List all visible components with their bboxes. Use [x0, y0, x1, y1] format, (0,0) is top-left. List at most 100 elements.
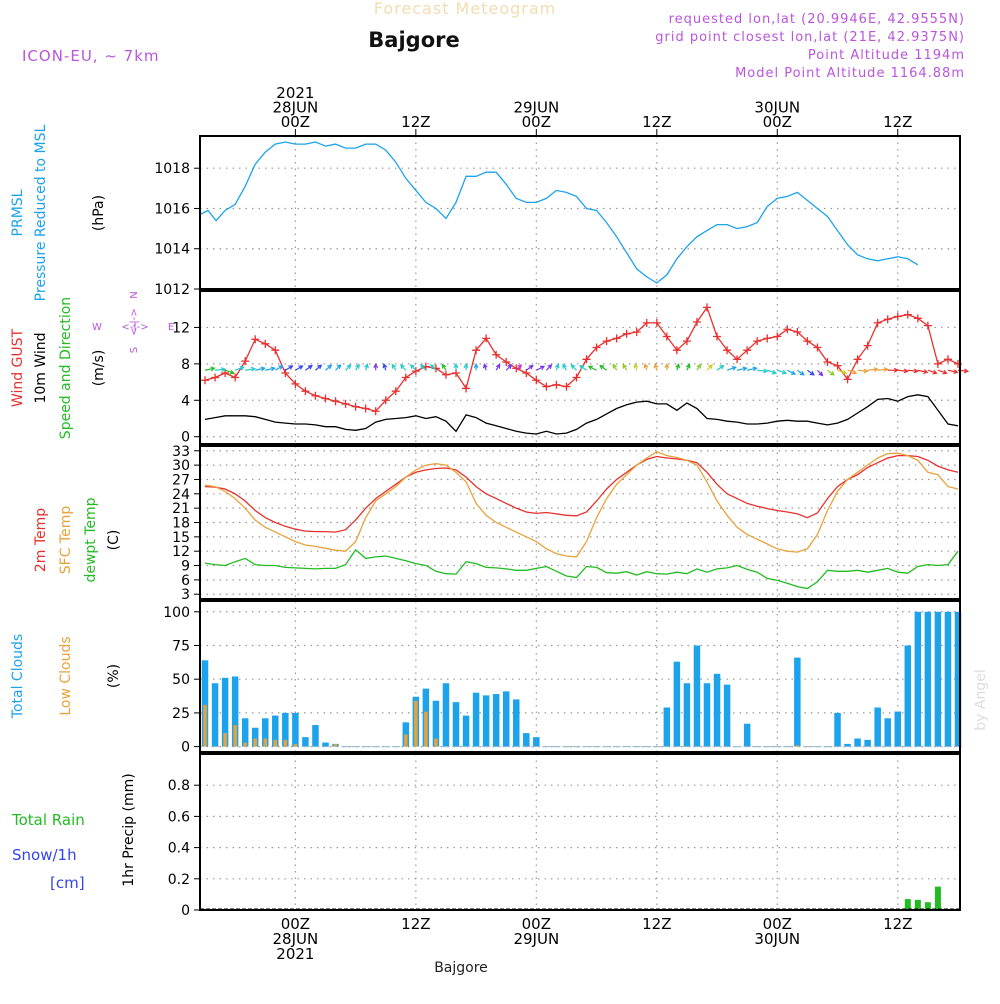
gust-point — [482, 334, 491, 343]
wind-arrow — [525, 364, 534, 371]
y-tick-label: 1016 — [154, 201, 190, 217]
gust-point — [552, 380, 561, 389]
wind-arrow — [587, 365, 597, 371]
gust-point — [532, 376, 541, 385]
gust-point — [251, 335, 260, 344]
gust-point — [211, 373, 220, 382]
gust-point — [411, 367, 420, 376]
wind-arrow — [399, 364, 407, 371]
total-cloud-bar — [512, 699, 520, 747]
gust-point — [421, 362, 430, 371]
total-cloud-bar — [834, 712, 841, 747]
y-tick-label: 30 — [172, 458, 190, 474]
gust-point — [672, 346, 681, 355]
gust-point — [622, 329, 631, 338]
requested-coords: requested lon,lat (20.9946E, 42.9555N) — [669, 12, 965, 27]
wind-arrow — [643, 363, 649, 371]
wind-arrow — [747, 366, 758, 372]
gust-point — [723, 346, 732, 355]
gust-point — [572, 373, 581, 382]
wind-arrow — [453, 362, 459, 371]
wind-arrow — [897, 368, 909, 374]
gust-point — [301, 387, 310, 396]
y-tick-label: 75 — [172, 638, 190, 654]
total-cloud-bar — [924, 611, 932, 747]
time-label-top: 12Z — [642, 113, 671, 131]
rain-bar — [904, 899, 911, 910]
wind-arrow — [255, 366, 266, 372]
wind-arrow — [430, 364, 437, 371]
gust-point — [331, 397, 340, 406]
wind-arrow — [937, 369, 948, 375]
label-speed-direction: Speed and Direction — [58, 297, 74, 439]
time-label-bottom: 12Z — [642, 915, 671, 933]
gust-point — [913, 314, 922, 323]
time-label-bottom: 00Z — [763, 915, 792, 933]
wind-arrow — [562, 363, 567, 371]
panel-4: 0 25 50 75 100 — [163, 600, 962, 756]
wind-arrow — [345, 364, 352, 371]
y-tick-label: 100 — [163, 605, 190, 621]
wind-arrow — [777, 369, 788, 375]
total-cloud-bar — [693, 645, 701, 747]
low-cloud-bar — [424, 711, 428, 747]
total-cloud-bar — [241, 718, 249, 747]
y-tick-label: 8 — [181, 357, 190, 373]
gust-point — [502, 358, 511, 367]
label-prmsl: PRMSL — [10, 189, 26, 236]
wind-arrow — [726, 365, 737, 371]
low-cloud-bar — [293, 743, 298, 747]
gust-point — [381, 396, 390, 405]
wind-arrow — [867, 367, 879, 372]
label-percent: (%) — [106, 664, 122, 688]
wind-arrow — [373, 362, 379, 371]
total-cloud-bar — [322, 742, 329, 747]
gust-point — [652, 318, 661, 327]
low-cloud-bar — [203, 704, 207, 747]
panel-5: 0 0.2 0.4 0.6 0.8 — [168, 753, 961, 919]
gust-point — [341, 399, 350, 408]
low-cloud-bar — [795, 745, 800, 747]
total-cloud-bar — [874, 707, 881, 747]
gust-point — [813, 343, 822, 352]
label-dewpt-temp: dewpt Temp — [83, 497, 99, 582]
wind-arrow — [675, 363, 681, 371]
time-label-top: 29JUN — [513, 99, 559, 117]
time-label-top: 00Z — [763, 113, 792, 131]
total-cloud-bar — [221, 677, 229, 747]
wind-arrow — [364, 363, 369, 371]
panel-1: 1012 1014 1016 1018 — [154, 135, 961, 298]
chart-titles: Forecast Meteogram Bajgore ICON-EU, ~ 7k… — [22, 0, 989, 976]
wind-arrow — [473, 362, 479, 371]
series-line-dewpt-temp — [204, 548, 959, 590]
low-cloud-bar — [263, 738, 268, 747]
y-tick-label: 24 — [172, 487, 190, 503]
total-cloud-bar — [743, 723, 751, 747]
total-cloud-bar — [442, 683, 450, 747]
wind-arrow — [391, 363, 397, 371]
total-cloud-bar — [663, 707, 671, 747]
wind-arrow — [633, 363, 639, 371]
time-label-top: 12Z — [883, 113, 912, 131]
y-tick-label: 0.4 — [168, 841, 190, 857]
wind-arrow — [515, 364, 523, 371]
wind-arrow — [947, 369, 959, 374]
wind-arrow — [224, 369, 235, 375]
gust-point — [923, 321, 932, 330]
y-tick-label: 9 — [181, 559, 190, 575]
wind-arrow — [622, 363, 628, 371]
wind-arrow — [382, 363, 388, 371]
label-ms: (m/s) — [91, 350, 107, 387]
y-tick-label: 27 — [172, 472, 190, 488]
low-cloud-bar — [434, 738, 438, 747]
y-tick-label: 33 — [172, 444, 190, 460]
total-cloud-bar — [302, 737, 309, 747]
time-label-top: 00Z — [281, 113, 310, 131]
gust-point — [833, 361, 842, 370]
gust-point — [692, 317, 701, 326]
panel-frame — [199, 135, 961, 290]
panel-frame — [199, 600, 961, 753]
time-label-bottom: 28JUN — [273, 930, 319, 948]
y-tick-label: 25 — [172, 706, 190, 722]
